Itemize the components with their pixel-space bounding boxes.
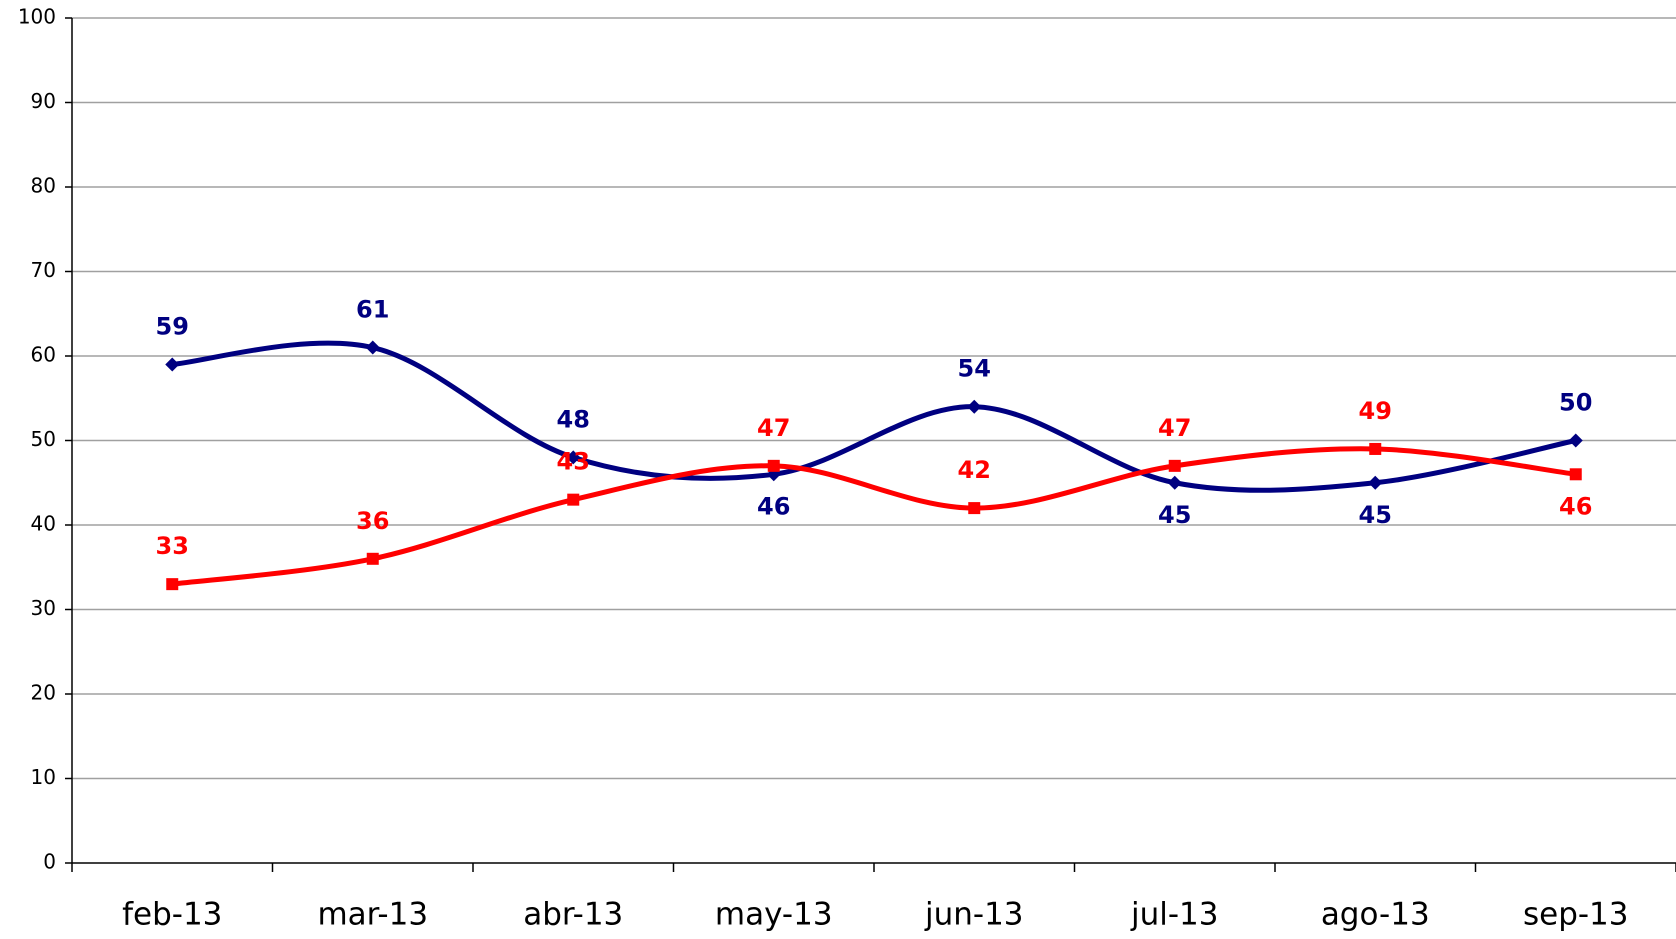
marker [566,450,581,465]
data-label: 45 [1359,501,1392,529]
x-tick-label: may-13 [715,897,833,933]
marker [1168,459,1181,472]
data-label: 49 [1359,397,1392,425]
data-label: 59 [156,312,189,340]
y-tick-label: 0 [43,850,56,874]
data-label: 47 [757,414,790,442]
y-tick-label: 50 [31,427,56,451]
data-label: 46 [1559,492,1592,520]
data-label: 47 [1158,414,1191,442]
data-label: 36 [356,507,389,535]
y-tick-label: 80 [31,174,56,198]
y-tick-label: 100 [18,5,56,29]
series-line [172,340,1577,493]
marker [366,552,379,565]
y-tick-label: 20 [31,681,56,705]
x-tick-label: sep-13 [1523,897,1629,933]
x-tick-label: ago-13 [1321,897,1430,933]
marker [1368,475,1383,490]
x-tick-label: mar-13 [317,897,428,933]
marker [967,399,982,414]
marker [165,357,180,372]
data-label: 46 [757,492,790,520]
marker [365,340,380,355]
data-label: 61 [356,296,389,324]
x-tick-label: abr-13 [523,897,623,933]
data-label: 45 [1158,501,1191,529]
marker [1568,433,1583,448]
data-label: 42 [958,456,991,484]
data-label: 33 [156,532,189,560]
x-tick-label: jul-13 [1130,897,1219,933]
marker [166,578,179,591]
y-tick-label: 60 [31,343,56,367]
marker [968,502,981,515]
y-tick-label: 30 [31,596,56,620]
y-tick-label: 40 [31,512,56,536]
data-label: 50 [1559,389,1592,417]
marker [1369,442,1382,455]
data-label: 54 [958,355,991,383]
marker [767,459,780,472]
y-tick-label: 70 [31,258,56,282]
data-label: 48 [557,405,590,433]
marker [1167,475,1182,490]
marker [567,493,580,506]
y-tick-label: 10 [31,765,56,789]
data-label: 43 [557,448,590,476]
x-tick-label: feb-13 [122,897,222,933]
y-tick-label: 90 [31,89,56,113]
marker [1569,468,1582,481]
x-tick-label: jun-13 [924,897,1024,933]
series-line [171,446,1577,587]
